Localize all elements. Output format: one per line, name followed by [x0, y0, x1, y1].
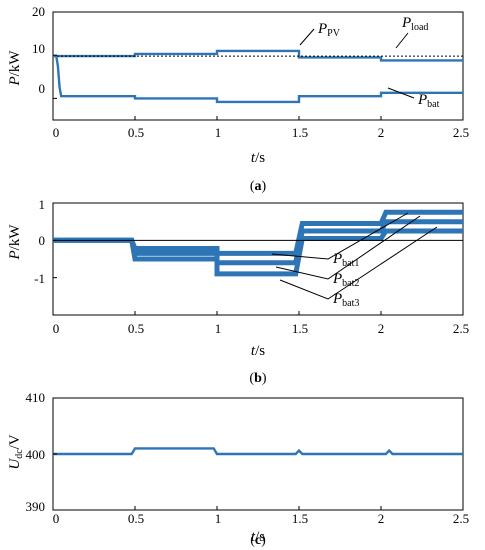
legend-label-ppv: PPV — [317, 21, 341, 39]
series-group-b — [53, 209, 463, 277]
ytick-label: 400 — [26, 447, 46, 462]
ytick-label: -1 — [34, 271, 45, 286]
xtick-label: 1.5 — [292, 321, 308, 336]
xtick-label: 0 — [53, 321, 60, 336]
xtick-label: 1 — [215, 125, 222, 140]
leader-line-pbat1 — [271, 212, 409, 260]
leader-line-pbat3 — [279, 226, 438, 300]
series-line-p-bat — [53, 54, 463, 104]
axes-b — [52, 202, 464, 315]
legend-label-pbat: Pbat — [417, 92, 440, 110]
leader-line-ppv — [299, 28, 315, 46]
caption-c: (c) — [250, 533, 266, 548]
xtick-label: 1.5 — [292, 125, 308, 140]
caption-b: (b) — [249, 371, 266, 386]
ytick-label: 390 — [26, 499, 46, 514]
x-axis-label: t/s — [251, 529, 265, 545]
legend-label-pbat3: Pbat3 — [332, 291, 359, 309]
xtick-label: 1.5 — [292, 511, 308, 526]
axes-c — [52, 397, 464, 511]
xtick-label: 0.5 — [128, 321, 144, 336]
leader-line-pload — [395, 32, 409, 49]
caption-a: (a) — [250, 179, 267, 194]
plot-frame-b — [52, 202, 464, 316]
caption-paren: ) — [261, 533, 266, 548]
y-axis-label: P/kW — [7, 224, 23, 261]
xtick-label: 2 — [378, 511, 385, 526]
y-axis-label: Udc/V — [7, 434, 25, 469]
plot-frame-a — [52, 11, 464, 121]
xtick-label: 0.5 — [128, 125, 144, 140]
ytick-label: 410 — [26, 390, 46, 405]
xtick-label: 2.5 — [453, 321, 469, 336]
leader-line-pbat2 — [275, 215, 421, 280]
xtick-label: 1 — [215, 511, 222, 526]
xtick-label: 2 — [378, 321, 385, 336]
xtick-label: 1 — [215, 321, 222, 336]
y-axis-label: P/kW — [7, 50, 23, 87]
xtick-label: 0 — [53, 125, 60, 140]
caption-letter: c — [255, 533, 261, 548]
xtick-label: 2 — [378, 125, 385, 140]
ytick-label: 20 — [32, 4, 45, 19]
legend-label-pload: Pload — [401, 15, 428, 33]
series-line-p-pv — [53, 49, 463, 62]
ytick-label: 1 — [39, 197, 46, 212]
series-group-c — [53, 447, 463, 456]
xtick-label: 0 — [53, 511, 60, 526]
panel-a: 20 10 0 0 0.5 1 1.5 2 2.5 P/kW t/s (a) P… — [7, 4, 469, 194]
panel-c: 410 400 390 0 0.5 1 1.5 2 2.5 Udc/V t/s … — [7, 390, 469, 548]
caption-paren: ( — [250, 533, 255, 548]
xtick-label: 2.5 — [453, 125, 469, 140]
series-group-a — [53, 49, 463, 104]
series-line-p-bat3 — [53, 228, 463, 277]
axes-a — [52, 11, 464, 120]
x-axis-label: t/s — [251, 343, 265, 359]
panel-b: 1 0 -1 0 0.5 1 1.5 2 2.5 P/kW t/s (b) Pb… — [7, 197, 469, 386]
xtick-label: 0.5 — [128, 511, 144, 526]
leader-line-pbat — [387, 87, 415, 99]
ytick-label: 0 — [39, 81, 46, 96]
xtick-label: 2.5 — [453, 511, 469, 526]
x-axis-label: t/s — [251, 150, 265, 166]
series-line-u-dc — [53, 447, 463, 456]
ytick-label: 0 — [39, 233, 46, 248]
ytick-label: 10 — [32, 41, 45, 56]
